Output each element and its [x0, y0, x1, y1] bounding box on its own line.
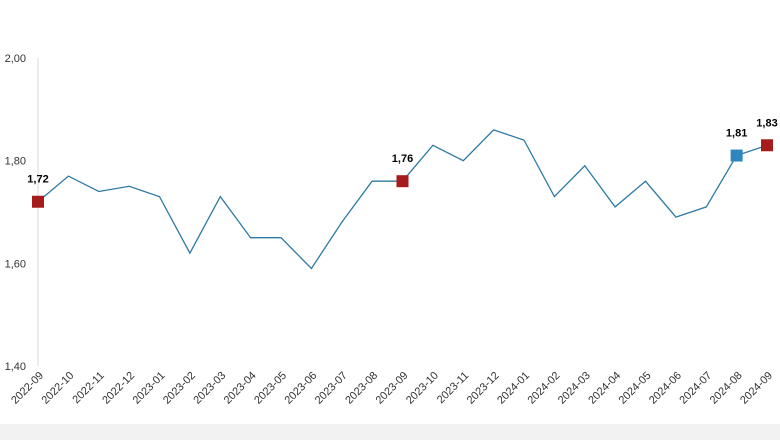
- bottom-band: [0, 424, 780, 440]
- x-tick-label: 2023-06: [282, 370, 319, 407]
- x-tick-label: 2024-05: [617, 370, 654, 407]
- x-tick-label: 2022-10: [39, 370, 76, 407]
- highlight-markers: [32, 139, 773, 208]
- x-tick-label: 2024-07: [677, 370, 714, 407]
- x-tick-label: 2024-09: [738, 370, 775, 407]
- x-tick-label: 2023-10: [404, 370, 441, 407]
- x-tick-label: 2024-04: [586, 370, 623, 407]
- data-label: 1,81: [726, 128, 747, 140]
- footer-band: [0, 424, 780, 440]
- x-tick-label: 2024-01: [495, 370, 532, 407]
- x-tick-label: 2022-09: [9, 370, 46, 407]
- x-tick-label: 2024-06: [647, 370, 684, 407]
- y-tick-label: 1,80: [5, 156, 26, 168]
- data-labels: 1,72 1,76 1,81 1,83: [27, 117, 777, 185]
- data-label: 1,76: [392, 153, 413, 165]
- x-tick-label: 2024-08: [708, 370, 745, 407]
- y-tick-label: 1,60: [5, 258, 26, 270]
- y-tick-label: 1,40: [5, 361, 26, 373]
- x-tick-label: 2023-01: [131, 370, 168, 407]
- highlight-marker: [730, 149, 743, 162]
- x-tick-label: 2023-07: [313, 370, 350, 407]
- data-label: 1,72: [27, 174, 48, 186]
- series: [37, 129, 768, 270]
- series-line: [37, 129, 768, 270]
- x-tick-label: 2023-08: [343, 370, 380, 407]
- x-tick-label: 2023-03: [191, 370, 228, 407]
- highlight-marker: [396, 175, 409, 188]
- x-tick-label: 2023-05: [252, 370, 289, 407]
- y-tick-label: 2,00: [5, 53, 26, 65]
- x-tick-label: 2023-04: [222, 370, 259, 407]
- x-tick-label: 2024-03: [556, 370, 593, 407]
- x-tick-label: 2023-09: [374, 370, 411, 407]
- highlight-marker: [761, 139, 773, 152]
- x-tick-labels: 2022-092022-102022-112022-122023-012023-…: [9, 370, 775, 407]
- x-tick-label: 2022-12: [100, 370, 137, 407]
- data-label: 1,83: [756, 117, 777, 129]
- x-tick-label: 2024-02: [525, 370, 562, 407]
- y-tick-labels: 1,40 1,60 1,80 2,00: [5, 53, 26, 373]
- x-tick-label: 2023-12: [465, 370, 502, 407]
- highlight-marker: [32, 195, 44, 208]
- x-tick-label: 2023-02: [161, 370, 198, 407]
